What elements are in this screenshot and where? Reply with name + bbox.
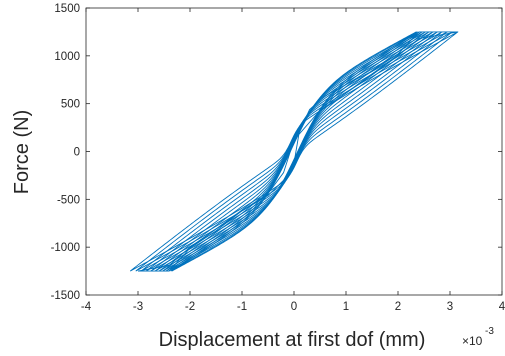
x-tick-label: 4 [499,301,505,313]
x-tick-label: 1 [343,301,349,313]
x-exponent-power: -3 [485,326,494,337]
outer-envelope-line [137,31,459,272]
x-tick-label: 0 [291,301,297,313]
y-tick-label: 1500 [54,3,80,15]
x-axis-ticks: -4 -3 -2 -1 0 1 2 3 4 [81,8,505,313]
y-axis-ticks: -1500 -1000 -500 0 500 1000 1500 [51,3,502,302]
plot-area [86,8,502,295]
x-exponent-label: ×10 [462,334,483,348]
x-tick-label: -4 [81,301,92,313]
y-tick-label: 500 [61,99,80,111]
x-axis-label: Displacement at first dof (mm) [159,329,426,351]
y-tick-label: 1000 [54,51,80,63]
x-tick-label: -3 [133,301,143,313]
y-tick-label: -1000 [51,242,80,254]
x-tick-label: -1 [237,301,247,313]
x-tick-label: -2 [185,301,195,313]
y-tick-label: -500 [57,194,80,206]
x-tick-label: 2 [395,301,401,313]
x-tick-label: 3 [447,301,453,313]
y-tick-label: 0 [74,147,80,159]
hysteresis-curves [129,31,459,272]
y-tick-label: -1500 [51,290,80,302]
y-axis-label: Force (N) [11,110,33,194]
